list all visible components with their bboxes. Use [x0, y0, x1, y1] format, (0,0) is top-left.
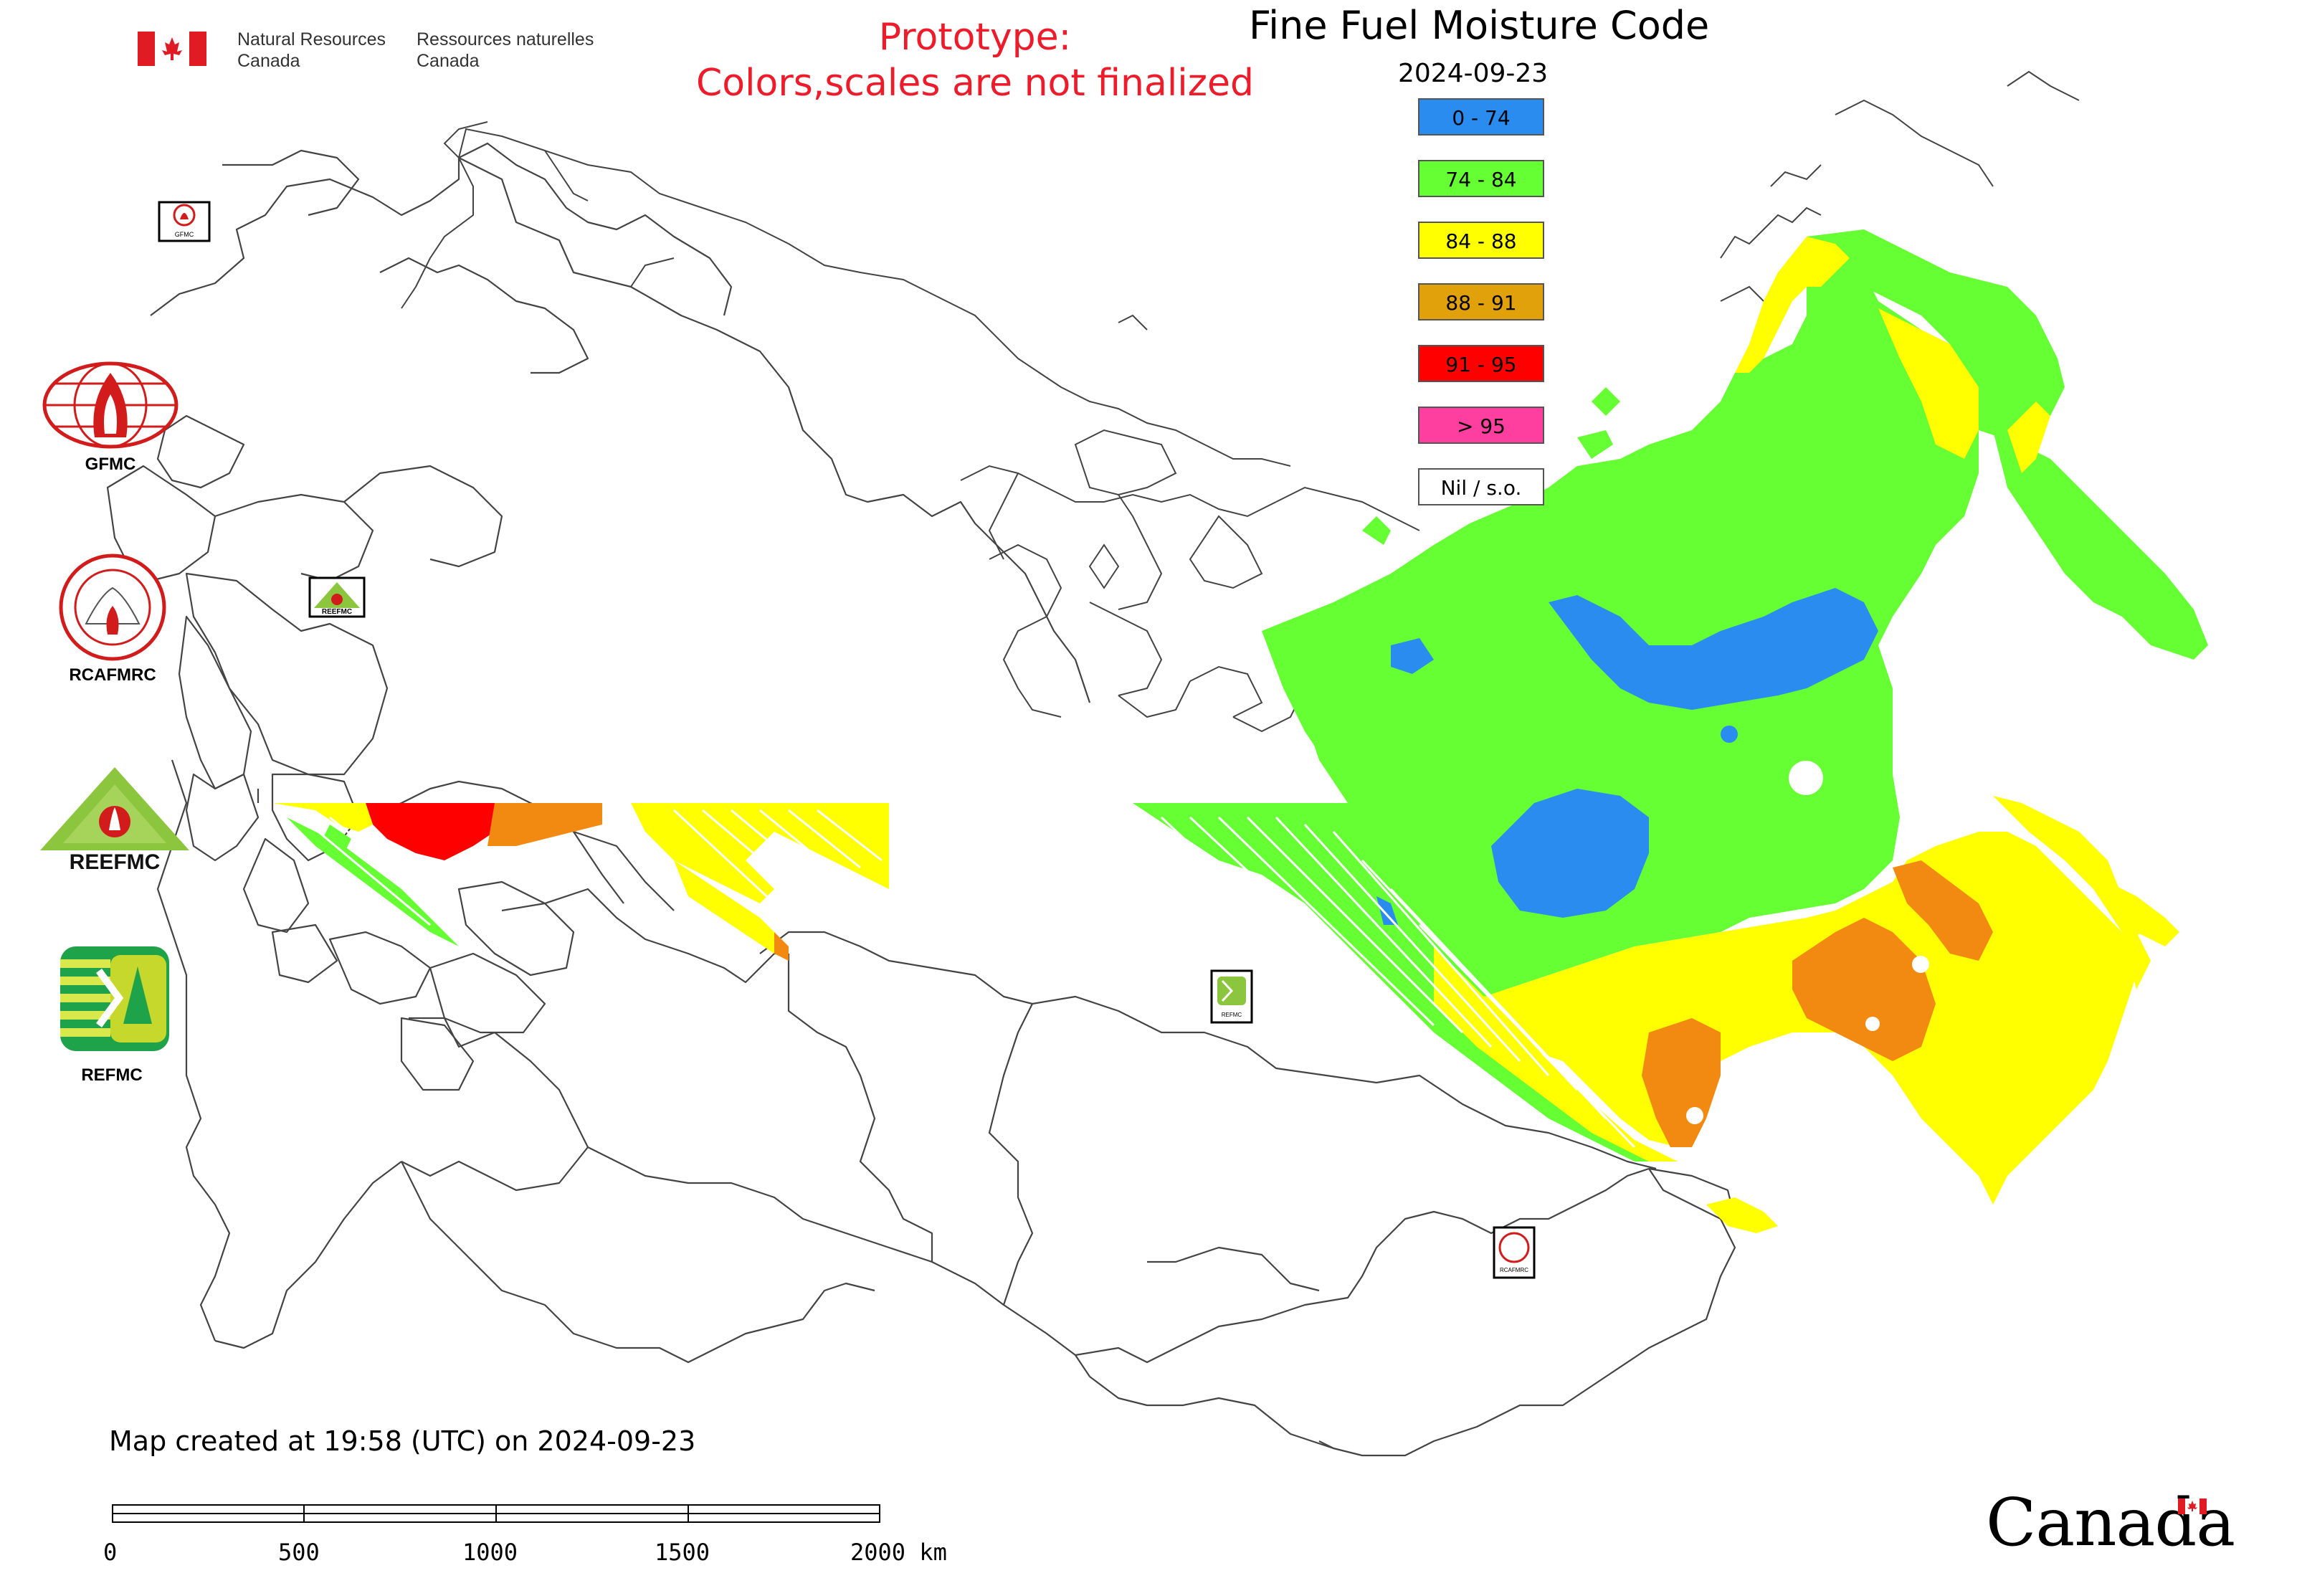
legend-item-74-84: 74 - 84 — [1418, 160, 1544, 197]
legend-item-91-95: 91 - 95 — [1418, 345, 1544, 382]
map-title: Fine Fuel Moisture Code — [1249, 3, 1710, 48]
map-badge-refmc-label: REFMC — [1222, 1012, 1242, 1018]
map-date: 2024-09-23 — [1398, 59, 1549, 88]
fuel-moisture-data — [272, 229, 2208, 1233]
map-badge-refmc — [1210, 969, 1253, 1024]
country-boundaries — [106, 142, 1736, 1457]
legend-item-84-88: 84 - 88 — [1418, 222, 1544, 259]
canada-wordmark-text: Canada — [1986, 1484, 2235, 1561]
canada-flag-icon — [138, 32, 206, 66]
legend-item-nil: Nil / s.o. — [1418, 468, 1544, 505]
map-created-timestamp: Map created at 19:58 (UTC) on 2024-09-23 — [109, 1425, 696, 1457]
legend-item-0-74: 0 - 74 — [1418, 98, 1544, 136]
refmc-label: REFMC — [81, 1065, 143, 1085]
wordmark-flag-icon — [2178, 1498, 2207, 1514]
svg-text:REEFMC: REEFMC — [70, 850, 161, 872]
rcafmrc-logo — [57, 552, 168, 662]
reefmc-logo: REEFMC — [37, 764, 192, 874]
map-badge-reefmc-label: REEFMC — [322, 608, 352, 616]
arctic-coastline — [458, 70, 2080, 733]
canada-wordmark: Canada — [1986, 1484, 2235, 1570]
map-badge-gfmc — [158, 201, 211, 242]
scale-label-0: 0 — [103, 1539, 118, 1566]
prototype-line-2: Colors,scales are not finalized — [695, 62, 1255, 105]
map-badge-reefmc — [308, 576, 366, 618]
prototype-line-1: Prototype: — [878, 16, 1072, 59]
prototype-notice: Prototype: Colors,scales are not finaliz… — [681, 14, 1269, 106]
org-name-en: Natural Resources Canada — [237, 29, 386, 71]
refmc-logo — [59, 945, 171, 1053]
scale-label-1500: 1500 — [655, 1539, 710, 1566]
gfmc-label: GFMC — [85, 455, 136, 474]
map-badge-rcafmrc — [1493, 1226, 1536, 1279]
data-hatching — [300, 809, 1636, 1149]
rcafmrc-label: RCAFMRC — [69, 665, 156, 685]
map-badge-rcafmrc-label: RCAFMRC — [1500, 1267, 1528, 1273]
gfmc-logo — [39, 358, 182, 452]
scandinavia-outline — [401, 121, 589, 309]
map-badge-gfmc-label: GFMC — [175, 231, 194, 238]
legend-item-88-91: 88 - 91 — [1418, 283, 1544, 320]
scale-label-2000: 2000 km — [850, 1539, 947, 1566]
org-name-fr: Ressources naturelles Canada — [417, 29, 594, 71]
scale-bar — [112, 1504, 882, 1524]
scale-label-500: 500 — [278, 1539, 320, 1566]
scale-label-1000: 1000 — [462, 1539, 518, 1566]
legend-item-over-95: > 95 — [1418, 407, 1544, 444]
